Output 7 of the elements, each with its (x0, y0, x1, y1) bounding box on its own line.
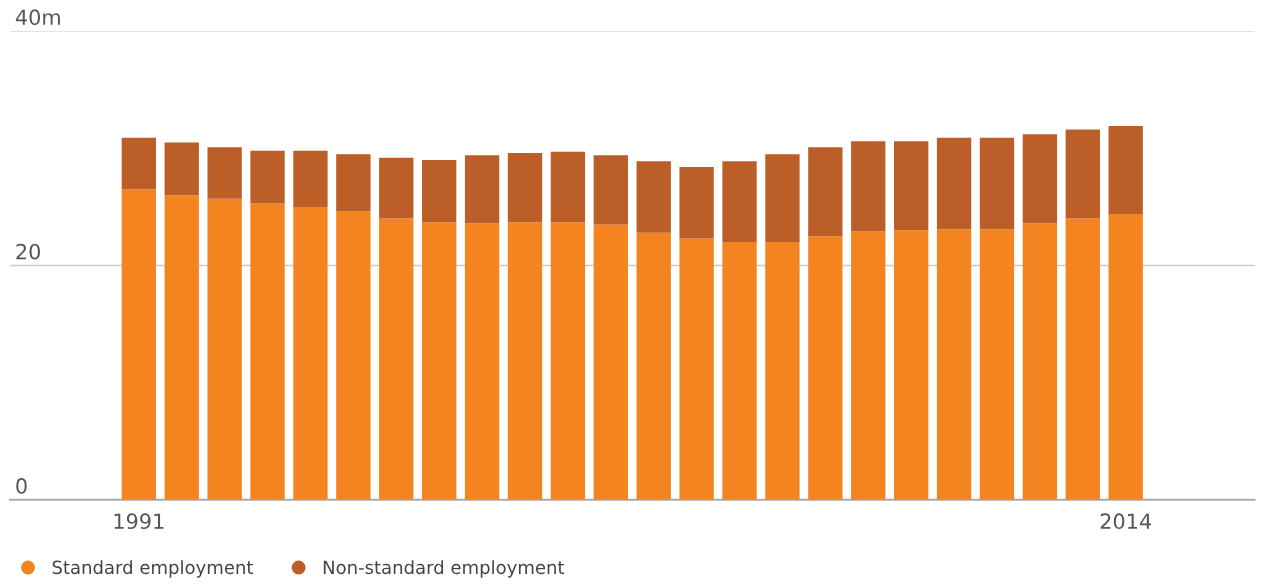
x-tick-label: 2014 (1100, 513, 1152, 530)
legend-label: Standard employment (52, 560, 254, 578)
y-tick-label: 40m (15, 9, 60, 26)
y-tick-label: 0 (16, 478, 27, 494)
x-tick-label: 1991 (114, 513, 164, 530)
y-tick-label: 20 (16, 243, 40, 260)
legend-label: Non-standard employment (323, 560, 565, 578)
